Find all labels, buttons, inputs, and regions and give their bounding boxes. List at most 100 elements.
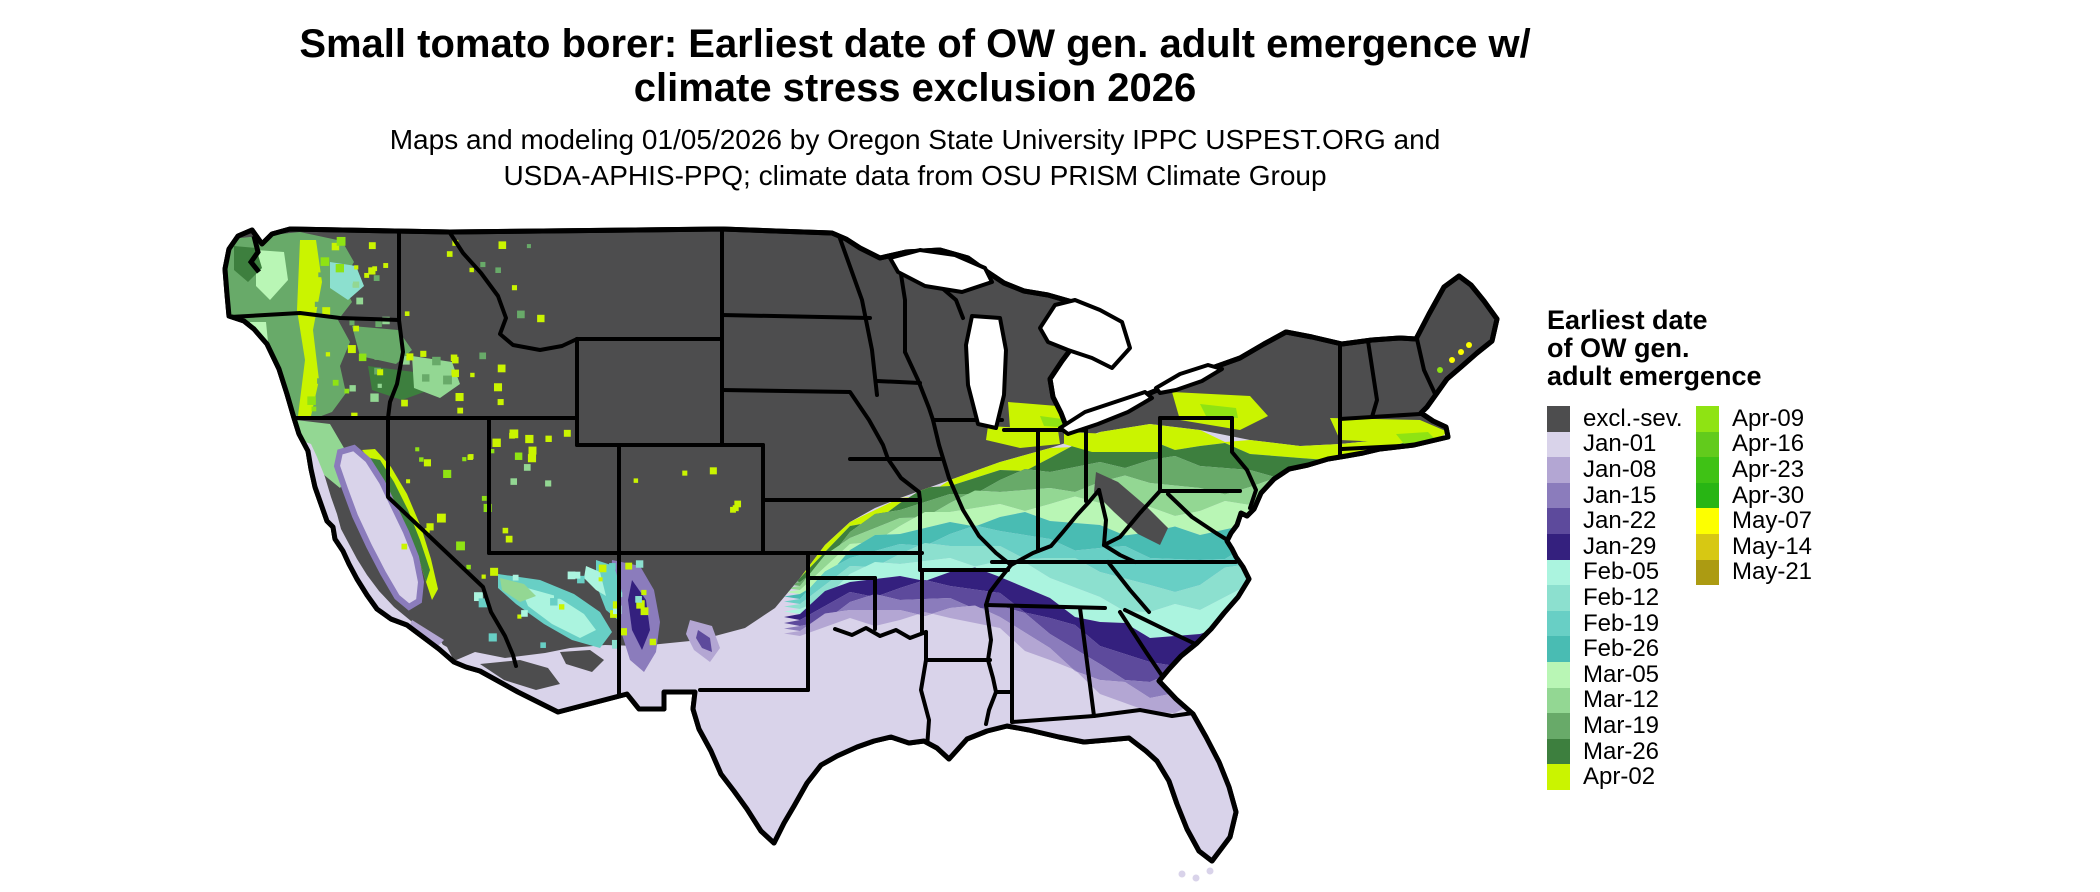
speckle: [332, 379, 339, 386]
speckle: [423, 459, 431, 467]
puget-sound: [247, 235, 261, 274]
speckle: [296, 343, 302, 349]
speckle: [734, 500, 742, 508]
speckle: [469, 267, 474, 273]
legend-row: Jan-22: [1547, 507, 1683, 534]
speckle: [619, 628, 627, 636]
speckle: [335, 264, 344, 273]
legend-label: excl.-sev.: [1583, 404, 1683, 432]
speckle: [511, 285, 518, 291]
speckle: [481, 574, 486, 579]
legend-title-line: of OW gen.: [1547, 333, 1690, 363]
legend-swatch: [1696, 482, 1719, 509]
speckle: [349, 385, 356, 392]
legend-swatch: [1547, 559, 1570, 586]
florida-keys-dot: [1192, 874, 1200, 882]
speckle: [608, 591, 614, 597]
speckle: [455, 393, 464, 402]
speckle: [457, 407, 464, 414]
speckle: [351, 412, 358, 420]
speckle: [467, 454, 473, 460]
speckle: [498, 241, 507, 249]
speckle: [709, 467, 717, 475]
legend-swatch: [1547, 764, 1570, 790]
legend-row: Jan-01: [1547, 430, 1683, 458]
legend-label: Jan-15: [1583, 481, 1657, 509]
speckle: [641, 589, 647, 596]
legend-swatch: [1547, 610, 1570, 637]
legend-label: Apr-16: [1732, 430, 1805, 458]
speckle: [478, 598, 488, 608]
legend-swatch: [1547, 687, 1570, 714]
terrain-patch-Mar-12: [500, 578, 536, 602]
speckle: [497, 364, 506, 373]
speckle: [364, 272, 370, 278]
state-border: [1010, 714, 1096, 724]
legend-swatch: [1696, 533, 1719, 560]
legend-row: Feb-05: [1547, 558, 1683, 586]
legend-swatch: [1696, 457, 1719, 483]
speckle: [317, 378, 323, 384]
legend-label: Apr-23: [1732, 455, 1805, 483]
speckle: [311, 406, 317, 412]
speckle: [517, 614, 522, 619]
speckle: [377, 369, 384, 376]
legend-label: Mar-19: [1583, 711, 1660, 739]
speckle: [432, 356, 441, 366]
speckle: [372, 266, 378, 272]
state-border: [919, 630, 931, 750]
legend-row: Apr-30: [1696, 481, 1812, 509]
state-border: [984, 603, 1107, 610]
subtitle-line-2: USDA-APHIS-PPQ; climate data from OSU PR…: [503, 160, 1327, 191]
legend-swatch: [1696, 431, 1719, 458]
speckle: [320, 257, 330, 266]
terrain-patch-Apr-02: [362, 449, 438, 600]
speckle: [682, 470, 688, 476]
speckle: [451, 369, 459, 378]
speckle: [462, 457, 467, 462]
speckle: [649, 638, 657, 646]
legend-label: Apr-30: [1732, 481, 1805, 509]
state-border: [1230, 416, 1258, 510]
legend-swatch: [1547, 457, 1570, 483]
legend-row: Mar-12: [1547, 686, 1683, 714]
legend-row: excl.-sev.: [1547, 404, 1683, 432]
speckle: [598, 564, 607, 573]
terrain-patch-Jan-22: [696, 630, 712, 652]
legend-label: Mar-12: [1583, 686, 1660, 714]
speckle: [318, 339, 326, 347]
speckle: [336, 236, 346, 246]
speckle: [730, 506, 736, 513]
legend-swatch: [1696, 559, 1719, 586]
legend-row: Jan-08: [1547, 456, 1683, 483]
florida-keys-dot: [1206, 867, 1214, 875]
state-border: [720, 388, 890, 461]
terrain-patch-Mar-12: [412, 356, 460, 398]
speckle: [443, 469, 452, 478]
legend-label: May-21: [1732, 558, 1813, 586]
legend-row: May-07: [1696, 507, 1812, 534]
legend-row: Jan-29: [1547, 533, 1683, 560]
legend-label: Jan-01: [1583, 430, 1657, 458]
florida-keys-dot: [1178, 870, 1186, 878]
terrain-patch-excl.-sev.: [1094, 472, 1168, 545]
speckle: [474, 592, 483, 602]
state-border: [1097, 488, 1108, 547]
legend-row: May-14: [1696, 533, 1812, 560]
legend-row: Feb-12: [1547, 584, 1683, 611]
speckle: [446, 251, 453, 257]
speckle: [419, 457, 424, 462]
speckle: [505, 535, 513, 543]
legend-swatch: [1547, 713, 1570, 739]
state-border: [1123, 608, 1208, 651]
maine-coast-dot: [1449, 357, 1455, 363]
great-lakes: [888, 248, 1224, 436]
band-Jan-29: [784, 500, 1470, 666]
state-borders: [228, 229, 1438, 750]
page-title: Small tomato borer: Earliest date of OW …: [0, 22, 1830, 110]
speckle: [349, 320, 355, 326]
speckle: [377, 383, 382, 388]
speckle: [370, 393, 379, 402]
speckle: [307, 396, 316, 405]
